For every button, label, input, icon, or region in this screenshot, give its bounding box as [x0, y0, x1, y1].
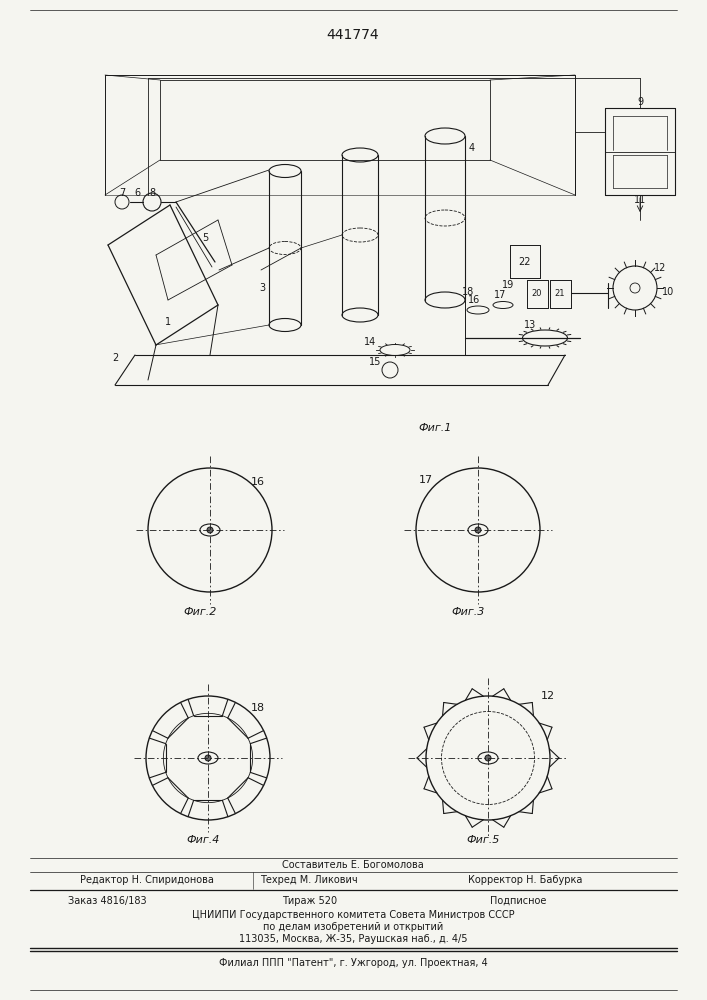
Text: 12: 12	[541, 691, 555, 701]
Circle shape	[475, 527, 481, 533]
Text: 15: 15	[369, 357, 381, 367]
Text: Фиг.4: Фиг.4	[187, 835, 220, 845]
Text: 17: 17	[493, 290, 506, 300]
Text: Подписное: Подписное	[490, 896, 547, 906]
Text: 1: 1	[165, 317, 171, 327]
Text: 18: 18	[462, 287, 474, 297]
Text: 22: 22	[519, 257, 531, 267]
Text: 4: 4	[469, 143, 475, 153]
Text: 2: 2	[112, 353, 118, 363]
Text: Филиал ППП "Патент", г. Ужгород, ул. Проектная, 4: Филиал ППП "Патент", г. Ужгород, ул. Про…	[218, 958, 487, 968]
Text: 9: 9	[637, 97, 643, 107]
Circle shape	[205, 755, 211, 761]
Text: 11: 11	[634, 195, 646, 205]
Text: 21: 21	[555, 290, 566, 298]
Text: 16: 16	[468, 295, 480, 305]
Text: 20: 20	[532, 290, 542, 298]
Text: 12: 12	[654, 263, 666, 273]
Text: 18: 18	[251, 703, 265, 713]
Text: 19: 19	[502, 280, 514, 290]
Text: ЦНИИПИ Государственного комитета Совета Министров СССР: ЦНИИПИ Государственного комитета Совета …	[192, 910, 514, 920]
Text: Редактор Н. Спиридонова: Редактор Н. Спиридонова	[80, 875, 214, 885]
Text: 6: 6	[134, 188, 140, 198]
Text: 16: 16	[251, 477, 265, 487]
Text: 5: 5	[202, 233, 208, 243]
Text: по делам изобретений и открытий: по делам изобретений и открытий	[263, 922, 443, 932]
Text: Корректор Н. Бабурка: Корректор Н. Бабурка	[468, 875, 583, 885]
Text: 10: 10	[662, 287, 674, 297]
Text: Техред М. Ликович: Техред М. Ликович	[260, 875, 358, 885]
Text: Заказ 4816/183: Заказ 4816/183	[68, 896, 146, 906]
Text: Составитель Е. Богомолова: Составитель Е. Богомолова	[282, 860, 424, 870]
Text: 14: 14	[364, 337, 376, 347]
Text: 13: 13	[524, 320, 536, 330]
Text: 17: 17	[419, 475, 433, 485]
Circle shape	[485, 755, 491, 761]
Text: Фиг.5: Фиг.5	[467, 835, 500, 845]
Text: 3: 3	[259, 283, 265, 293]
Text: Тираж 520: Тираж 520	[282, 896, 337, 906]
Text: Фиг.1: Фиг.1	[419, 423, 452, 433]
Text: 8: 8	[149, 188, 155, 198]
Text: 113035, Москва, Ж-35, Раушская наб., д. 4/5: 113035, Москва, Ж-35, Раушская наб., д. …	[239, 934, 467, 944]
Text: 441774: 441774	[327, 28, 380, 42]
Text: Фиг.3: Фиг.3	[451, 607, 485, 617]
Text: 7: 7	[119, 188, 125, 198]
Circle shape	[207, 527, 213, 533]
Text: Фиг.2: Фиг.2	[183, 607, 216, 617]
